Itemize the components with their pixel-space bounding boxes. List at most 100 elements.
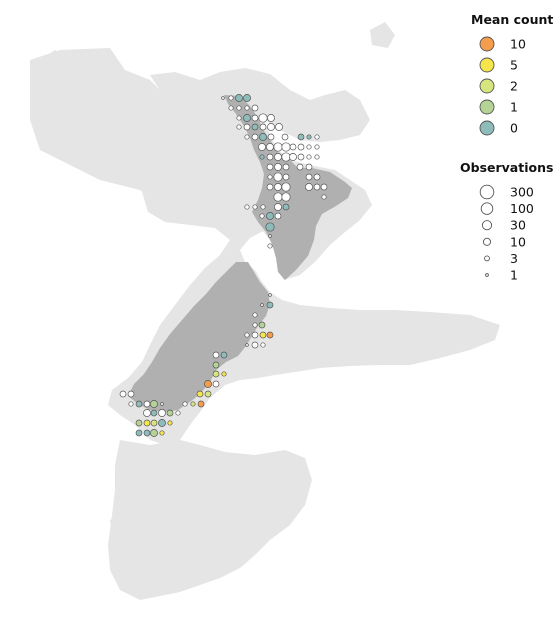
observation-marker: [251, 133, 259, 141]
observation-marker: [251, 114, 259, 122]
observation-marker: [306, 154, 312, 160]
observation-marker: [150, 400, 158, 408]
observation-marker: [258, 321, 266, 329]
legend-observations-label: 100: [510, 201, 534, 216]
observation-marker: [266, 212, 274, 220]
legend-observations-label: 3: [510, 251, 518, 266]
observation-marker: [260, 303, 264, 307]
observation-marker: [251, 123, 259, 131]
observation-marker: [282, 163, 290, 171]
land-southern-area: [108, 440, 312, 600]
observation-marker: [221, 371, 227, 377]
observation-marker: [150, 409, 158, 417]
observation-marker: [289, 143, 297, 151]
legend-observations-swatch: [481, 220, 493, 231]
observation-marker: [314, 134, 320, 140]
observation-marker: [259, 123, 267, 131]
observation-marker: [128, 401, 134, 407]
observation-marker: [274, 163, 282, 171]
observation-marker: [259, 331, 267, 339]
observation-marker: [275, 123, 283, 131]
observation-marker: [273, 142, 283, 152]
observation-marker: [166, 409, 174, 417]
observation-marker: [212, 351, 220, 359]
observation-marker: [281, 182, 291, 192]
observation-marker: [282, 203, 290, 211]
observation-marker: [266, 153, 274, 161]
legend-mean-count-swatch: [479, 78, 495, 94]
observation-marker: [236, 124, 242, 130]
observation-marker: [281, 152, 291, 162]
legend-mean-count-swatch: [479, 36, 495, 52]
legend-mean-count-label: 5: [510, 58, 518, 73]
observation-marker: [243, 123, 251, 131]
observation-marker: [274, 153, 282, 161]
legend-observations-swatch: [479, 184, 495, 200]
observation-marker: [274, 183, 282, 191]
observation-marker: [306, 144, 312, 150]
observation-marker: [281, 133, 289, 141]
legend-observations-label: 10: [510, 234, 526, 249]
observation-marker: [220, 351, 228, 359]
observation-marker: [258, 113, 268, 123]
observation-marker: [235, 94, 243, 102]
observation-marker: [289, 153, 297, 161]
observation-marker: [321, 194, 327, 200]
observation-marker: [182, 401, 188, 407]
observation-marker: [305, 163, 313, 171]
observation-marker: [259, 213, 265, 219]
observation-marker: [212, 370, 220, 378]
observation-marker: [119, 390, 127, 398]
observation-marker: [228, 95, 234, 101]
observation-marker: [243, 94, 251, 102]
observation-marker: [143, 409, 151, 417]
observation-marker: [244, 105, 250, 111]
legend-mean-count-label: 10: [510, 37, 526, 52]
observation-marker: [135, 429, 143, 437]
observation-marker: [266, 163, 274, 171]
observation-marker: [273, 192, 283, 202]
observation-marker: [244, 204, 250, 210]
observation-marker: [150, 419, 158, 427]
observation-marker: [266, 301, 274, 309]
observation-marker: [306, 134, 312, 140]
legend-observations-label: 1: [510, 268, 518, 283]
legend-observations-swatch: [482, 237, 492, 246]
observation-marker: [297, 153, 305, 161]
observation-marker: [143, 419, 151, 427]
observation-marker: [282, 173, 290, 181]
observation-marker: [135, 400, 143, 408]
observation-marker: [260, 204, 266, 210]
legend-observations-swatch: [480, 202, 494, 215]
observation-marker: [150, 429, 158, 437]
observation-markers: [119, 94, 328, 437]
observation-marker: [190, 401, 196, 407]
observation-marker: [236, 115, 242, 121]
observation-marker: [243, 114, 251, 122]
observation-marker: [196, 390, 204, 398]
observation-marker: [158, 419, 166, 427]
observation-marker: [305, 183, 313, 191]
observation-marker: [267, 133, 275, 141]
observation-marker: [252, 204, 258, 210]
observation-marker: [320, 183, 328, 191]
observation-marker: [252, 312, 258, 318]
legend-mean-count-label: 0: [510, 121, 518, 136]
observation-marker: [297, 143, 305, 151]
observation-marker: [267, 174, 273, 180]
legend-mean-count-label: 1: [510, 100, 518, 115]
observation-marker: [259, 154, 265, 160]
legend-mean-count-title: Mean count: [471, 12, 553, 27]
observation-marker: [274, 203, 282, 211]
observation-marker: [228, 105, 234, 111]
observation-marker: [143, 400, 151, 408]
observation-marker: [259, 133, 267, 141]
observation-marker: [197, 400, 205, 408]
observation-marker: [268, 293, 272, 297]
observation-marker: [244, 134, 250, 140]
observation-marker: [236, 105, 242, 111]
